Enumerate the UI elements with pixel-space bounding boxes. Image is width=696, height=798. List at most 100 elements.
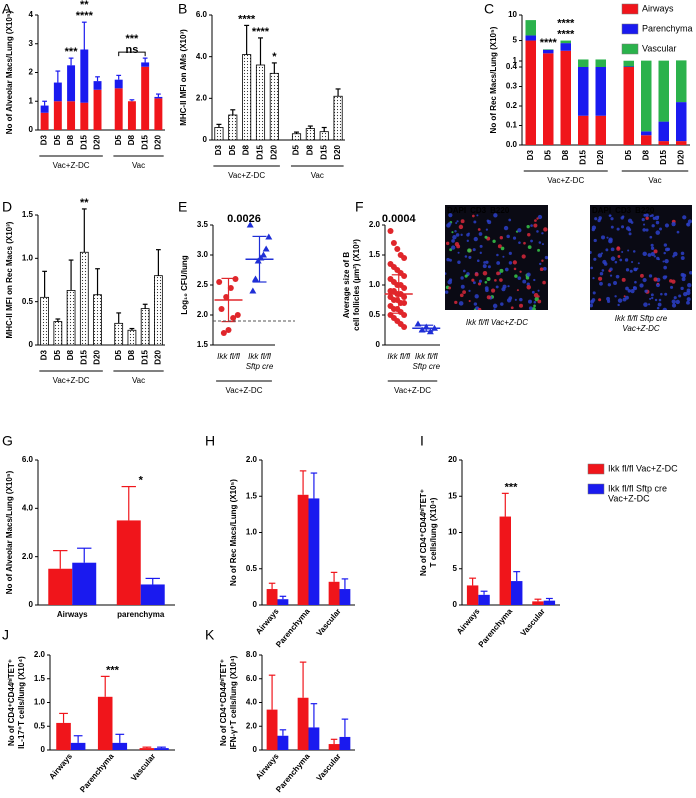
cell	[627, 249, 630, 252]
bar	[140, 584, 165, 605]
panel-letter: B	[178, 1, 187, 17]
y-tick-label: 0	[41, 745, 46, 754]
cell	[591, 225, 597, 230]
x-tick-label: Ikk fl/fl	[248, 352, 271, 361]
cell	[494, 279, 497, 282]
cell	[527, 232, 531, 237]
cell	[464, 255, 468, 258]
x-tick-label: Parenchyma	[477, 606, 515, 649]
bar	[578, 115, 589, 145]
bar	[255, 64, 266, 141]
cell	[533, 293, 539, 298]
cell	[655, 282, 661, 288]
cell	[454, 300, 458, 305]
cell	[544, 255, 548, 260]
cell	[656, 282, 659, 285]
bar	[228, 114, 238, 141]
cell	[526, 225, 530, 229]
cell	[606, 299, 611, 303]
x-tick-label: D8	[127, 349, 136, 360]
cell	[455, 222, 458, 225]
bar	[525, 20, 536, 36]
x-tick-label: Parenchyma	[78, 751, 116, 793]
cell	[471, 278, 475, 282]
bar	[53, 82, 62, 102]
point	[401, 285, 408, 291]
y-tick-label: 0	[376, 340, 381, 349]
bar	[623, 67, 634, 145]
error-bar	[95, 268, 100, 295]
y-tick-label: 0.0	[506, 140, 518, 149]
annotation: ****	[540, 37, 558, 49]
cell	[512, 260, 517, 265]
x-tick-label: Vascular	[129, 752, 157, 783]
y-tick-label: 3.0	[197, 250, 209, 259]
x-tick-label: Airways	[254, 606, 281, 636]
cell	[658, 298, 662, 302]
y-tick-label: 0.3	[506, 82, 518, 91]
error-bar	[545, 597, 553, 601]
x-tick-label: D5	[53, 349, 62, 360]
cell	[637, 262, 640, 265]
cell	[632, 250, 636, 253]
cell	[689, 271, 692, 275]
point	[401, 324, 408, 330]
group-label: Vac	[648, 176, 661, 185]
legend-swatch	[621, 23, 639, 35]
cell	[601, 269, 605, 272]
cell	[460, 233, 463, 236]
cell	[517, 276, 522, 281]
bar	[525, 40, 536, 145]
cell	[526, 285, 532, 290]
cell	[456, 244, 461, 249]
cell	[537, 214, 543, 220]
error-bar	[157, 746, 166, 749]
error-bar	[55, 318, 61, 322]
x-tick-label: D8	[242, 144, 251, 155]
bar	[658, 60, 669, 122]
y-axis-label: IFN-γ⁺T cells/lung (X10⁴)	[229, 655, 238, 749]
error-bar	[330, 738, 338, 745]
cell	[537, 295, 540, 298]
x-tick-label: D5	[228, 144, 237, 155]
y-axis-label: No of CD4⁺CD44ʰⁱTET⁺	[6, 659, 16, 746]
y-axis-label: No of Alveolar Macs/Lung (X10⁵)	[5, 470, 14, 594]
annotation: ****	[252, 26, 270, 38]
cell	[457, 260, 461, 264]
bar	[242, 54, 252, 141]
cell	[478, 232, 483, 236]
x-tick-label: Vascular	[315, 607, 343, 638]
point	[401, 300, 408, 306]
cell	[482, 271, 488, 276]
legend-label: Vascular	[642, 43, 676, 53]
bar	[79, 251, 89, 346]
error-bar	[142, 746, 152, 749]
bar	[93, 81, 102, 90]
cell	[460, 284, 465, 289]
cell	[503, 225, 509, 231]
cell	[621, 250, 624, 253]
y-tick-label: 15	[448, 491, 457, 500]
group-label: Vac+Z-DC	[394, 386, 431, 395]
point	[401, 294, 408, 300]
cell	[514, 298, 517, 301]
cell	[627, 218, 633, 223]
error-bar	[307, 125, 313, 129]
cell	[541, 259, 544, 263]
cell	[642, 251, 647, 257]
legend-swatch	[587, 483, 605, 495]
cell	[639, 283, 644, 288]
error-bar	[321, 126, 327, 132]
cell	[492, 239, 496, 243]
error-bar	[330, 571, 338, 582]
bar	[532, 601, 544, 605]
cell	[537, 248, 540, 252]
bar	[154, 96, 163, 99]
cell	[457, 251, 460, 254]
cell	[517, 228, 522, 233]
bar	[560, 40, 571, 44]
x-tick-label: Airways	[455, 606, 482, 636]
bar	[511, 581, 523, 605]
x-tick-label: D3	[526, 149, 535, 160]
point	[225, 327, 232, 333]
